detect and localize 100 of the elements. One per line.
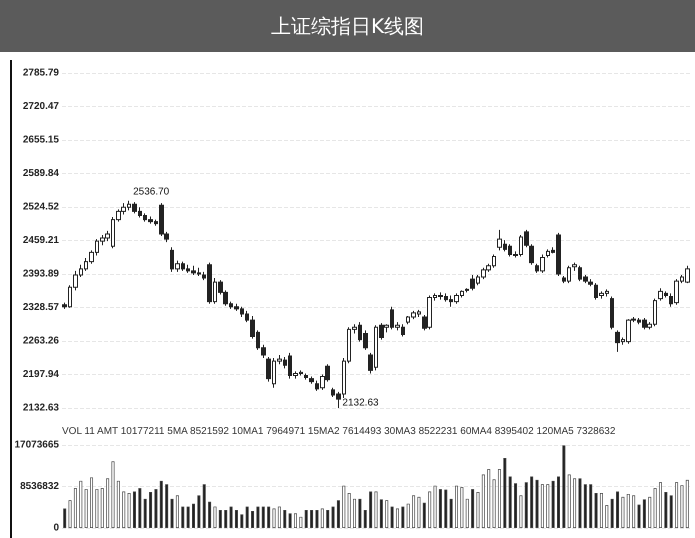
bar [584,484,587,528]
bar [267,506,270,528]
bar [369,492,372,528]
bar [460,487,464,528]
bar [680,485,684,528]
bar [170,498,174,528]
bar [79,480,82,528]
bar [621,496,624,528]
bar [197,495,200,528]
bar [332,506,335,528]
bar [299,516,302,528]
bar [100,488,104,528]
bar [208,502,212,528]
bar [562,445,566,528]
bar [605,505,608,528]
bar [686,480,689,528]
bar [406,504,410,528]
bar [546,484,550,528]
bar [401,506,404,528]
bar [192,504,196,528]
bar [508,476,512,528]
bar [294,513,297,528]
bar [648,496,652,528]
y-tick-label: 2655.15 [22,134,60,146]
bar [251,510,254,528]
bar [658,482,662,528]
bar [128,493,131,528]
y-tick-label: 2328.57 [22,302,60,314]
bar [503,458,506,528]
bar [224,510,228,528]
bar [122,492,126,528]
candlestick [465,288,469,293]
bar [428,492,432,528]
y-tick-label: 2197.94 [22,369,60,380]
bar [568,474,571,528]
bar [84,489,88,528]
text: VOL 11 AMT 10177211 5MA 8521592 10MA1 7964971 15MA2 7614493 30MA3 8522231 60MA4 8395402 120MA5 7328632 [62,426,616,437]
y-tick-label: 17073665 [14,440,60,450]
bar [95,489,98,528]
bar [675,482,678,528]
bar [315,510,318,528]
bar [181,506,184,528]
bar [176,495,179,528]
bar [74,488,77,528]
y-tick-label: 2263.26 [22,336,60,346]
bar [353,498,356,528]
annotation: 2132.63 [342,398,380,408]
bar [654,488,657,528]
bar [466,498,469,528]
bar [374,492,378,528]
bar [552,480,555,528]
bar [530,476,534,528]
bar [111,461,114,528]
bar [476,492,480,528]
candlestick [610,296,614,330]
bar [455,486,458,528]
bar [144,498,147,528]
bar [63,508,66,528]
bar [626,494,630,528]
bar [336,500,340,528]
bar [487,469,490,528]
bar [519,495,522,528]
bar [230,506,233,528]
bar [589,484,592,528]
bar [670,495,673,528]
bar [149,492,152,528]
bar [320,508,324,528]
bar [434,486,437,528]
bar [540,484,544,528]
bar [358,498,362,528]
bar [556,476,560,528]
bar [412,495,416,528]
bar [202,484,206,528]
y-tick-label: 2785.79 [22,68,60,78]
bar [246,506,249,528]
bar [600,493,603,528]
bar [90,477,94,528]
candlestick [309,376,314,384]
bar [450,498,453,528]
bar [594,493,598,528]
bar [278,506,281,528]
bar [573,478,576,528]
y-tick-label: 2524.52 [22,202,60,213]
y-tick-label: 8536832 [20,481,60,492]
y-tick-label: 2459.21 [22,235,60,246]
bar [213,506,216,528]
bar [471,489,474,528]
bar [348,493,351,528]
bar [492,479,496,528]
chart-title: 上证综指日K线图 [0,0,695,52]
bar [186,506,190,528]
bar [154,489,158,528]
bar [234,510,238,528]
bar [106,478,110,528]
bar [160,480,163,528]
bar [638,504,641,528]
bar [288,513,292,528]
bar [116,480,120,528]
bar [326,510,330,528]
bar [578,478,582,528]
